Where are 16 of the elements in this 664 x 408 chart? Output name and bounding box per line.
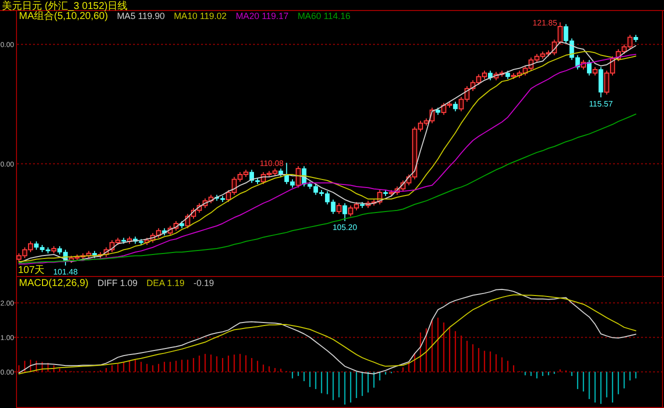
legend-title: MACD(12,26,9) bbox=[19, 278, 88, 289]
text: MA5 119.90 bbox=[116, 11, 165, 21]
text: 105.20 bbox=[332, 223, 358, 232]
text: 110.08 bbox=[260, 158, 284, 168]
chart-title: 美元日元 (外汇_3 0152)日线 bbox=[2, 0, 128, 12]
text: MA60 114.16 bbox=[298, 11, 350, 21]
annotation: 107天 bbox=[18, 265, 45, 276]
text: 121.85 bbox=[532, 18, 558, 28]
annotation: -0.19 bbox=[194, 278, 214, 288]
text: DEA 1.19 bbox=[146, 278, 185, 288]
text: MA10 119.02 bbox=[174, 11, 227, 21]
text: DIFF 1.09 bbox=[97, 278, 138, 288]
text: 115.57 bbox=[588, 99, 613, 108]
text: MA20 119.17 bbox=[236, 11, 289, 21]
legend-title: MA组合(5,10,20,60) bbox=[19, 10, 108, 22]
text: 101.48 bbox=[53, 267, 78, 276]
